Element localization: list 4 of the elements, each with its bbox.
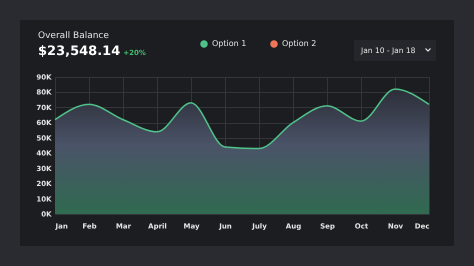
chart-title: Overall Balance: [38, 31, 109, 41]
legend-label: Option 2: [282, 39, 316, 48]
legend-label: Option 1: [212, 39, 246, 48]
chart-subtitle: $23,548.14: [38, 44, 120, 59]
